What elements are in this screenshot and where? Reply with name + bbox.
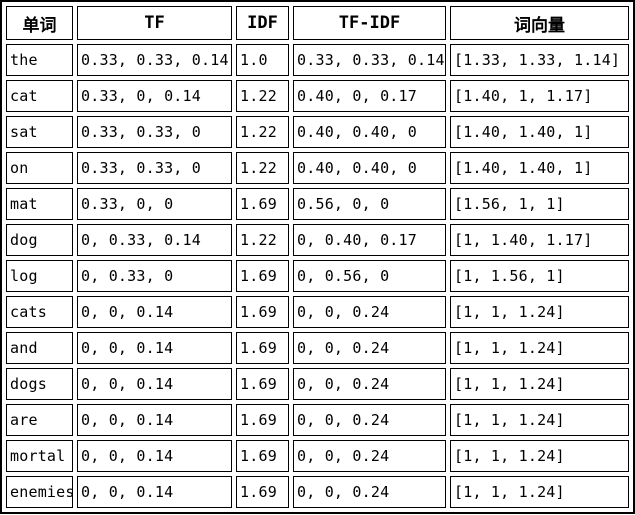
table-row: are 0, 0, 0.14 1.69 0, 0, 0.24 [1, 1, 1.24]	[6, 404, 629, 436]
table-row: sat 0.33, 0.33, 0 1.22 0.40, 0.40, 0 [1.40, …	[6, 116, 629, 148]
table-row: on 0.33, 0.33, 0 1.22 0.40, 0.40, 0 [1.40, 1…	[6, 152, 629, 184]
cell-vector: [1.33, 1.33, 1.14]	[450, 44, 629, 76]
cell-vector: [1.40, 1, 1.17]	[450, 80, 629, 112]
cell-tf: 0.33, 0.33, 0.14	[77, 44, 232, 76]
cell-word: and	[6, 332, 73, 364]
table-row: mat 0.33, 0, 0 1.69 0.56, 0, 0 [1.56, 1, 1]	[6, 188, 629, 220]
table-row: mortal 0, 0, 0.14 1.69 0, 0, 0.24 [1, 1, 1.2…	[6, 440, 629, 472]
table-header: 单词 TF IDF TF-IDF 词向量	[6, 6, 629, 40]
cell-vector: [1, 1, 1.24]	[450, 332, 629, 364]
cell-word: log	[6, 260, 73, 292]
column-header-word: 单词	[6, 6, 73, 40]
table-row: cats 0, 0, 0.14 1.69 0, 0, 0.24 [1, 1, 1.24]	[6, 296, 629, 328]
cell-tfidf: 0.40, 0.40, 0	[293, 116, 446, 148]
cell-tfidf: 0, 0, 0.24	[293, 440, 446, 472]
cell-vector: [1, 1, 1.24]	[450, 440, 629, 472]
cell-word: cats	[6, 296, 73, 328]
cell-idf: 1.69	[236, 260, 289, 292]
column-header-idf: IDF	[236, 6, 289, 40]
cell-word: mat	[6, 188, 73, 220]
cell-tf: 0.33, 0.33, 0	[77, 116, 232, 148]
cell-tf: 0, 0, 0.14	[77, 332, 232, 364]
cell-tf: 0, 0, 0.14	[77, 404, 232, 436]
table-row: enemies 0, 0, 0.14 1.69 0, 0, 0.24 [1, 1, 1.…	[6, 476, 629, 508]
cell-idf: 1.69	[236, 440, 289, 472]
cell-vector: [1, 1, 1.24]	[450, 368, 629, 400]
cell-tfidf: 0, 0, 0.24	[293, 476, 446, 508]
cell-vector: [1, 1.56, 1]	[450, 260, 629, 292]
cell-vector: [1, 1, 1.24]	[450, 476, 629, 508]
cell-vector: [1.40, 1.40, 1]	[450, 152, 629, 184]
header-row: 单词 TF IDF TF-IDF 词向量	[6, 6, 629, 40]
cell-idf: 1.22	[236, 152, 289, 184]
cell-tf: 0, 0.33, 0.14	[77, 224, 232, 256]
cell-word: cat	[6, 80, 73, 112]
cell-idf: 1.22	[236, 80, 289, 112]
column-header-tfidf: TF-IDF	[293, 6, 446, 40]
cell-idf: 1.69	[236, 296, 289, 328]
table-row: dog 0, 0.33, 0.14 1.22 0, 0.40, 0.17 [1, 1.4…	[6, 224, 629, 256]
cell-word: dogs	[6, 368, 73, 400]
cell-vector: [1, 1, 1.24]	[450, 404, 629, 436]
cell-tf: 0, 0, 0.14	[77, 440, 232, 472]
cell-vector: [1.40, 1.40, 1]	[450, 116, 629, 148]
cell-word: sat	[6, 116, 73, 148]
cell-tf: 0, 0, 0.14	[77, 368, 232, 400]
cell-tfidf: 0.40, 0, 0.17	[293, 80, 446, 112]
cell-idf: 1.69	[236, 368, 289, 400]
cell-idf: 1.69	[236, 188, 289, 220]
table-row: log 0, 0.33, 0 1.69 0, 0.56, 0 [1, 1.56, 1]	[6, 260, 629, 292]
cell-tfidf: 0, 0, 0.24	[293, 368, 446, 400]
cell-vector: [1, 1.40, 1.17]	[450, 224, 629, 256]
cell-tfidf: 0.40, 0.40, 0	[293, 152, 446, 184]
cell-idf: 1.69	[236, 332, 289, 364]
cell-tf: 0, 0.33, 0	[77, 260, 232, 292]
cell-tf: 0.33, 0.33, 0	[77, 152, 232, 184]
cell-tfidf: 0, 0, 0.24	[293, 404, 446, 436]
cell-tf: 0.33, 0, 0	[77, 188, 232, 220]
cell-tfidf: 0.56, 0, 0	[293, 188, 446, 220]
table-row: the 0.33, 0.33, 0.14 1.0 0.33, 0.33, 0.14 [1…	[6, 44, 629, 76]
table-row: cat 0.33, 0, 0.14 1.22 0.40, 0, 0.17 [1.40, …	[6, 80, 629, 112]
cell-vector: [1.56, 1, 1]	[450, 188, 629, 220]
cell-word: dog	[6, 224, 73, 256]
table-row: and 0, 0, 0.14 1.69 0, 0, 0.24 [1, 1, 1.24]	[6, 332, 629, 364]
cell-tfidf: 0, 0, 0.24	[293, 332, 446, 364]
cell-tfidf: 0, 0, 0.24	[293, 296, 446, 328]
cell-idf: 1.22	[236, 224, 289, 256]
cell-idf: 1.22	[236, 116, 289, 148]
cell-tfidf: 0, 0.40, 0.17	[293, 224, 446, 256]
cell-word: on	[6, 152, 73, 184]
cell-word: are	[6, 404, 73, 436]
column-header-tf: TF	[77, 6, 232, 40]
cell-tf: 0.33, 0, 0.14	[77, 80, 232, 112]
cell-tf: 0, 0, 0.14	[77, 296, 232, 328]
cell-word: the	[6, 44, 73, 76]
cell-idf: 1.69	[236, 404, 289, 436]
cell-idf: 1.0	[236, 44, 289, 76]
cell-tfidf: 0.33, 0.33, 0.14	[293, 44, 446, 76]
cell-tfidf: 0, 0.56, 0	[293, 260, 446, 292]
table-body: the 0.33, 0.33, 0.14 1.0 0.33, 0.33, 0.14 [1…	[6, 44, 629, 508]
cell-word: mortal	[6, 440, 73, 472]
table-row: dogs 0, 0, 0.14 1.69 0, 0, 0.24 [1, 1, 1.24]	[6, 368, 629, 400]
column-header-vector: 词向量	[450, 6, 629, 40]
cell-vector: [1, 1, 1.24]	[450, 296, 629, 328]
cell-tf: 0, 0, 0.14	[77, 476, 232, 508]
cell-word: enemies	[6, 476, 73, 508]
cell-idf: 1.69	[236, 476, 289, 508]
